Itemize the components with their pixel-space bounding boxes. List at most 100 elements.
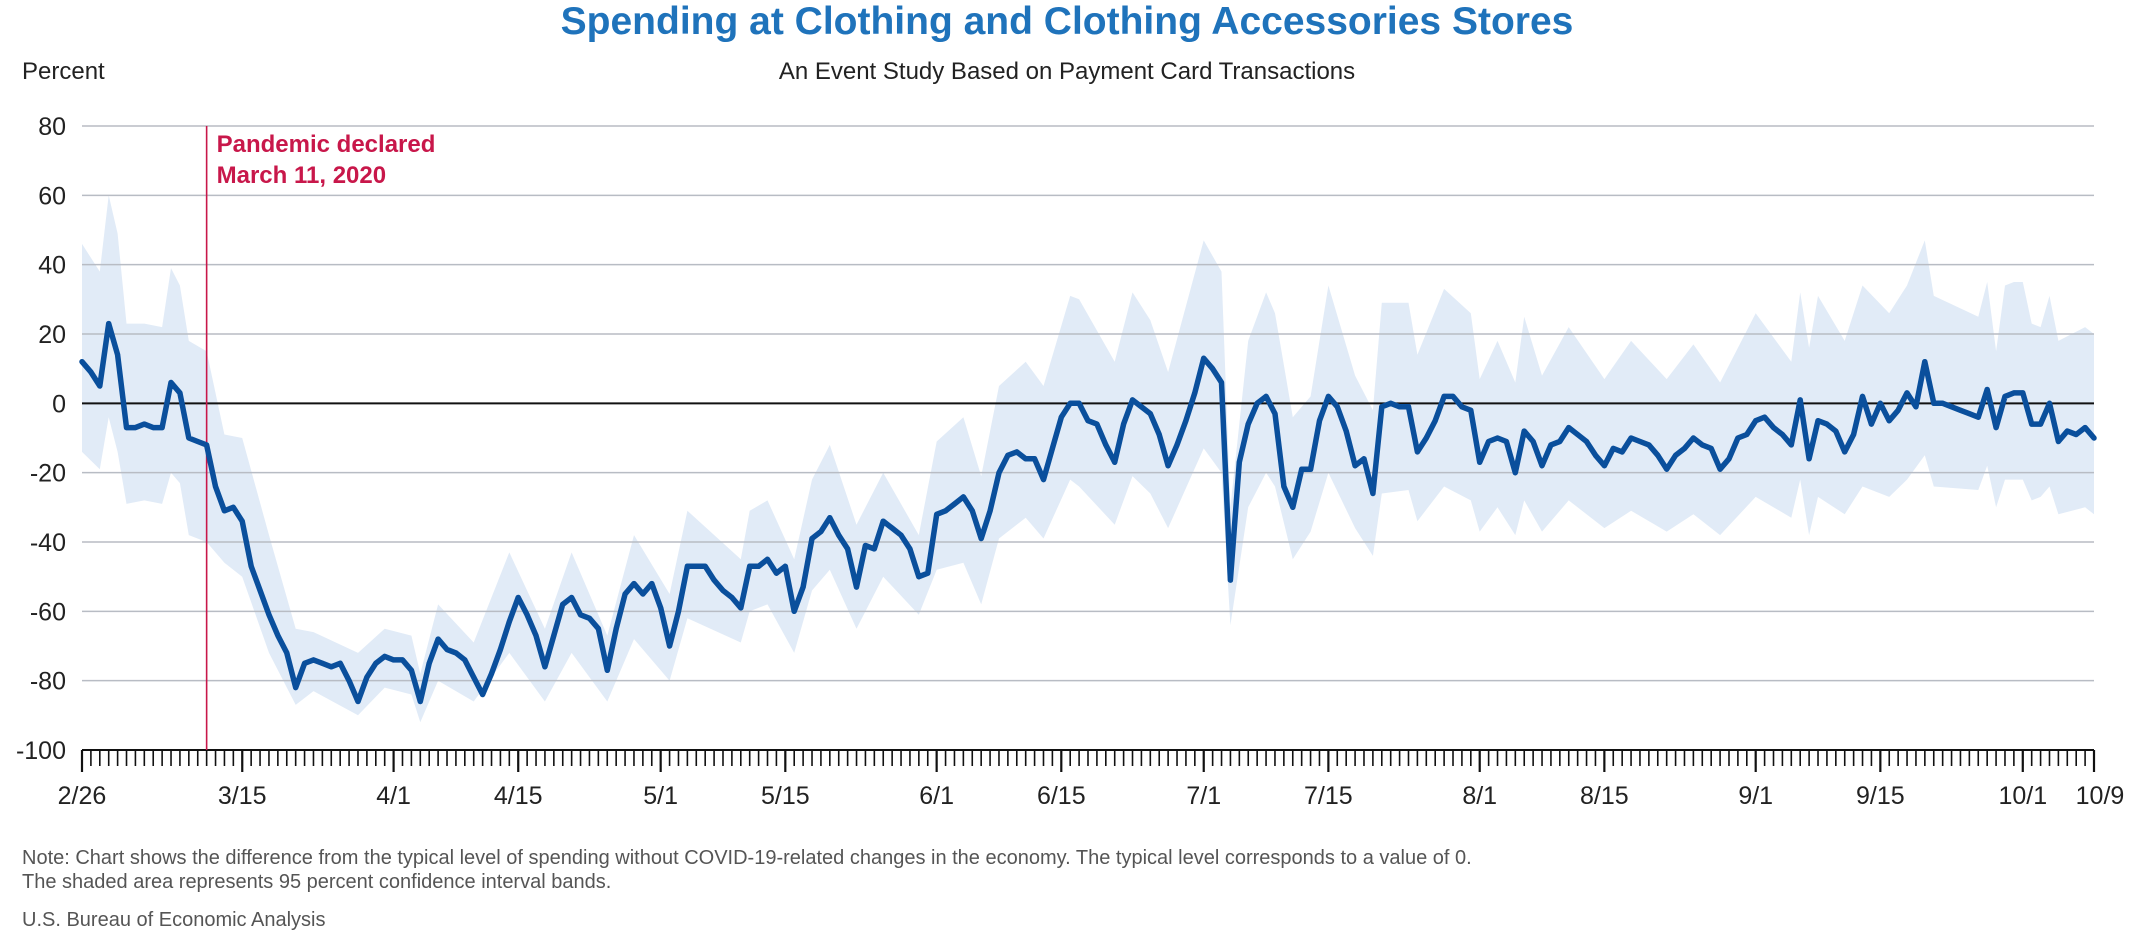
data-point — [720, 588, 726, 593]
data-point — [880, 518, 886, 524]
series-layer — [79, 320, 2097, 705]
data-point — [1664, 466, 1670, 472]
data-point — [640, 591, 646, 597]
data-point — [346, 678, 352, 684]
data-point — [132, 425, 138, 431]
data-point — [2047, 400, 2052, 406]
data-point — [435, 636, 441, 642]
data-point — [791, 608, 797, 614]
data-point — [747, 563, 753, 569]
data-point — [1860, 393, 1865, 399]
data-point — [1201, 355, 1207, 361]
x-tick-label: 7/1 — [1186, 782, 1221, 810]
data-point — [1584, 439, 1589, 444]
data-point — [667, 643, 673, 649]
data-point — [604, 667, 610, 673]
data-point — [862, 543, 868, 548]
data-point — [141, 421, 147, 427]
data-point — [631, 581, 637, 587]
data-point — [1690, 435, 1696, 441]
data-point — [765, 556, 770, 562]
data-point — [1014, 449, 1020, 455]
data-point — [221, 508, 227, 514]
data-point — [684, 563, 690, 569]
data-point — [1726, 456, 1732, 462]
data-point — [1308, 466, 1314, 472]
data-point — [1477, 459, 1483, 465]
data-point — [1406, 404, 1411, 410]
data-point — [1717, 466, 1723, 472]
gridlines — [82, 125, 2094, 682]
data-point — [453, 650, 459, 656]
data-point — [676, 608, 681, 614]
data-point — [186, 435, 192, 441]
data-point — [1628, 435, 1634, 441]
data-point — [711, 577, 717, 583]
y-tick-label: 60 — [38, 182, 66, 210]
data-point — [1263, 393, 1269, 399]
data-point — [506, 619, 512, 625]
data-point — [1771, 425, 1776, 431]
data-point — [1949, 404, 1955, 410]
data-point — [649, 581, 655, 587]
data-point — [560, 601, 566, 607]
chart-subtitle: An Event Study Based on Payment Card Tra… — [778, 58, 1356, 85]
data-point — [925, 570, 931, 576]
data-point — [943, 508, 949, 514]
data-point — [1147, 411, 1153, 417]
data-point — [489, 671, 494, 677]
x-tick-label: 6/15 — [1037, 782, 1086, 810]
data-point — [569, 595, 575, 600]
x-tick-label: 4/1 — [376, 782, 411, 810]
data-point — [328, 664, 334, 670]
data-point — [1290, 504, 1296, 510]
data-point — [773, 570, 779, 576]
data-point — [889, 525, 895, 531]
y-tick-label: -100 — [16, 737, 66, 765]
data-point — [782, 563, 788, 569]
data-point — [1877, 400, 1883, 406]
data-point — [79, 359, 85, 365]
data-point — [524, 612, 530, 618]
data-point — [159, 425, 165, 431]
data-point — [1281, 484, 1287, 489]
data-point — [836, 532, 842, 538]
data-point — [595, 626, 601, 632]
data-point — [1895, 407, 1901, 413]
data-point — [613, 626, 619, 632]
data-point — [1334, 404, 1340, 410]
data-point — [1397, 404, 1403, 410]
data-point — [2055, 439, 2061, 444]
confidence-band-layer — [82, 195, 2094, 723]
x-tick-label: 7/15 — [1304, 782, 1353, 810]
data-point — [1423, 435, 1429, 441]
data-point — [756, 563, 762, 569]
data-point — [1317, 418, 1322, 424]
data-point — [2002, 393, 2008, 399]
data-point — [969, 508, 975, 514]
data-point — [1343, 428, 1349, 434]
data-point — [239, 518, 245, 524]
data-point — [1966, 411, 1972, 417]
data-point — [1495, 435, 1500, 441]
data-point — [462, 657, 468, 663]
data-point — [871, 546, 877, 552]
data-point — [854, 584, 859, 590]
data-point — [1593, 452, 1598, 458]
data-point — [1753, 418, 1759, 424]
data-point — [996, 470, 1002, 476]
x-tick-label: 8/1 — [1462, 782, 1497, 810]
data-point — [266, 612, 272, 618]
data-point — [248, 563, 254, 569]
data-point — [1023, 456, 1029, 462]
y-tick-label: -60 — [30, 598, 66, 626]
data-point — [1210, 366, 1216, 372]
data-point — [1156, 432, 1162, 437]
data-point — [257, 588, 263, 593]
data-point — [391, 657, 397, 663]
data-point — [408, 667, 414, 673]
data-point — [587, 615, 592, 621]
chart-title: Spending at Clothing and Clothing Access… — [560, 0, 1574, 43]
data-point — [1904, 390, 1910, 396]
data-point — [916, 574, 922, 580]
